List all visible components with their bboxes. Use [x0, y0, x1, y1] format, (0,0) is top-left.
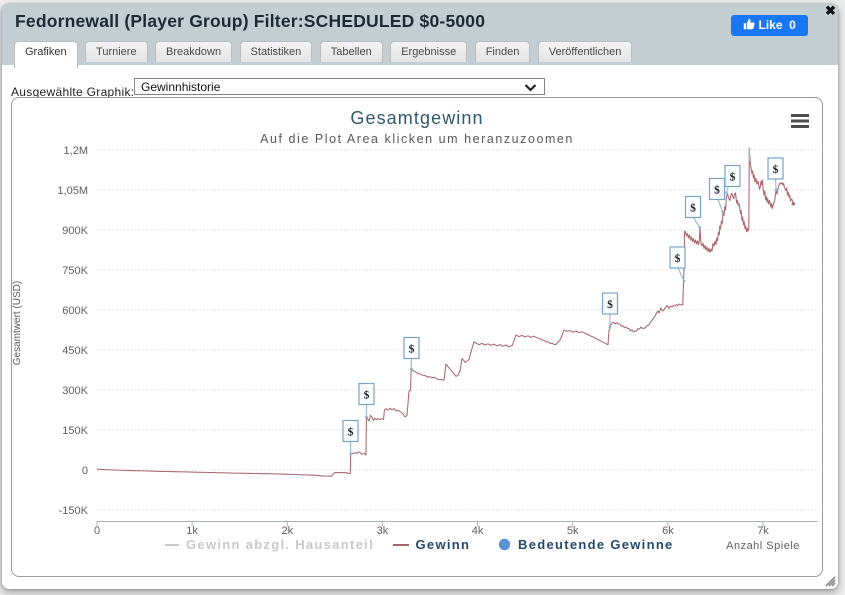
svg-text:6k: 6k	[662, 525, 674, 537]
svg-text:3k: 3k	[377, 525, 389, 537]
svg-text:$: $	[675, 252, 681, 265]
svg-text:$: $	[348, 426, 354, 439]
svg-text:$: $	[690, 202, 696, 215]
svg-text:Anzahl Spiele: Anzahl Spiele	[726, 540, 800, 552]
svg-text:1,2M: 1,2M	[64, 145, 88, 157]
svg-text:2k: 2k	[281, 525, 293, 537]
svg-text:150K: 150K	[62, 425, 88, 437]
svg-text:300K: 300K	[62, 385, 88, 397]
svg-text:7k: 7k	[757, 525, 769, 537]
svg-text:$: $	[773, 163, 779, 176]
svg-text:Gesamtgewinn: Gesamtgewinn	[350, 108, 483, 128]
svg-text:0: 0	[94, 525, 100, 537]
svg-text:1,05M: 1,05M	[57, 185, 88, 197]
svg-text:$: $	[607, 298, 613, 311]
svg-text:0: 0	[82, 465, 88, 477]
svg-text:$: $	[730, 171, 736, 184]
svg-text:900K: 900K	[62, 225, 88, 237]
svg-text:$: $	[409, 343, 415, 356]
svg-text:$: $	[364, 389, 370, 402]
svg-text:4k: 4k	[472, 525, 484, 537]
svg-text:Auf die Plot Area klicken um h: Auf die Plot Area klicken um heranzuzoom…	[260, 132, 574, 146]
svg-text:750K: 750K	[62, 265, 88, 277]
svg-text:1k: 1k	[186, 525, 198, 537]
svg-text:$: $	[714, 184, 720, 197]
svg-text:Gewinn: Gewinn	[416, 537, 471, 552]
svg-text:-150K: -150K	[59, 505, 89, 517]
svg-text:600K: 600K	[62, 305, 88, 317]
svg-text:Bedeutende Gewinne: Bedeutende Gewinne	[518, 537, 674, 552]
svg-text:Gesamtwert (USD): Gesamtwert (USD)	[12, 281, 23, 365]
svg-text:5k: 5k	[567, 525, 579, 537]
svg-text:450K: 450K	[62, 345, 88, 357]
svg-text:Gewinn abzgl. Hausanteil: Gewinn abzgl. Hausanteil	[186, 537, 374, 552]
